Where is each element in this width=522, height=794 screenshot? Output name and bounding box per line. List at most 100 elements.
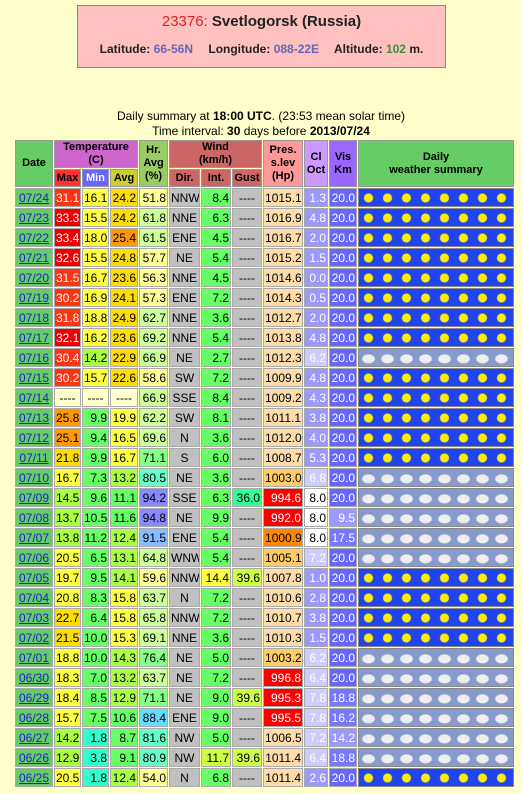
temp-min-cell: 16.2 <box>82 328 109 347</box>
table-row: 06/26 12.9 3.8 9.1 80.9 NW 11.7 39.6 1011.4 6.4 18… <box>15 748 515 767</box>
table-row: 07/24 31.1 16.1 24.2 51.8 NNW 8.4 ---- 1015.1 1.3… <box>15 188 515 207</box>
date-link[interactable]: 07/06 <box>18 550 50 565</box>
wind-dir-cell: NNE <box>169 208 201 227</box>
table-row: 07/03 22.7 6.4 15.8 65.8 NNW 7.2 ---- 1010.7 3.8 2… <box>15 608 515 627</box>
date-link[interactable]: 07/19 <box>18 290 50 305</box>
date-link[interactable]: 06/29 <box>18 690 50 705</box>
humidity-cell: 63.7 <box>139 668 169 687</box>
weather-icons <box>358 568 515 587</box>
temp-min-cell: 11.2 <box>82 528 109 547</box>
wind-int-cell: 9.0 <box>201 688 232 707</box>
temp-avg-cell: 22.9 <box>110 348 139 367</box>
pressure-cell: 1003.0 <box>263 468 304 487</box>
wind-dir-cell: N <box>169 428 201 447</box>
cloud-cell: 2.6 <box>304 768 329 787</box>
wind-gust-cell: ---- <box>232 628 263 647</box>
table-row: 07/17 32.1 16.2 23.6 69.2 NNE 5.4 ---- 1013.8 4.8… <box>15 328 515 347</box>
wind-dir-cell: ENE <box>169 228 201 247</box>
wind-dir-cell: NE <box>169 468 201 487</box>
table-row: 06/29 18.4 8.5 12.9 71.1 NE 9.0 39.6 995.3 7.8 18.… <box>15 688 515 707</box>
weather-icons <box>358 608 515 627</box>
date-link[interactable]: 06/26 <box>18 750 50 765</box>
date-link[interactable]: 07/24 <box>18 190 50 205</box>
date-link[interactable]: 07/16 <box>18 350 50 365</box>
humidity-cell: 54.0 <box>139 768 169 787</box>
date-link[interactable]: 07/14 <box>18 390 50 405</box>
cloud-cell: 4.8 <box>304 328 329 347</box>
date-link[interactable]: 06/27 <box>18 730 50 745</box>
altitude: 102 <box>385 42 406 56</box>
avg-header: Avg <box>110 169 139 187</box>
date-link[interactable]: 07/08 <box>18 510 50 525</box>
temp-min-cell: 16.7 <box>82 268 109 287</box>
date-link[interactable]: 06/30 <box>18 670 50 685</box>
date-link[interactable]: 07/03 <box>18 610 50 625</box>
temp-avg-cell: 10.6 <box>110 708 139 727</box>
weather-icons <box>358 188 515 207</box>
date-link[interactable]: 07/09 <box>18 490 50 505</box>
date-cell: 06/25 <box>15 768 53 787</box>
temp-max-cell: 20.5 <box>54 768 81 787</box>
date-cell: 07/04 <box>15 588 53 607</box>
humidity-cell: 69.2 <box>139 328 169 347</box>
cloud-cell: 7.2 <box>304 728 329 747</box>
table-row: 07/15 30.2 15.7 22.6 58.6 SW 7.2 ---- 1009.9 4.8 2… <box>15 368 515 387</box>
cloud-cell: 1.3 <box>304 188 329 207</box>
date-link[interactable]: 06/28 <box>18 710 50 725</box>
pressure-cell: 1012.3 <box>263 348 304 367</box>
visibility-cell: 20.0 <box>329 328 358 347</box>
temp-avg-cell: 24.1 <box>110 288 139 307</box>
pressure-cell: 1009.9 <box>263 368 304 387</box>
temp-max-cell: 13.8 <box>54 528 81 547</box>
temp-max-cell: 16.7 <box>54 468 81 487</box>
visibility-cell: 20.0 <box>329 468 358 487</box>
temp-min-cell: 9.9 <box>82 448 109 467</box>
date-link[interactable]: 07/01 <box>18 650 50 665</box>
visibility-cell: 20.0 <box>329 448 358 467</box>
pressure-cell: 1015.1 <box>263 188 304 207</box>
humidity-cell: 66.9 <box>139 388 169 407</box>
date-link[interactable]: 07/11 <box>19 450 49 465</box>
temp-max-cell: 18.4 <box>54 688 81 707</box>
date-link[interactable]: 07/18 <box>18 310 50 325</box>
wind-gust-cell: ---- <box>232 508 263 527</box>
date-link[interactable]: 07/17 <box>18 330 50 345</box>
table-row: 07/01 18.8 10.0 14.3 76.4 NE 5.0 ---- 1003.2 6.2 2… <box>15 648 515 667</box>
date-link[interactable]: 07/07 <box>18 530 50 545</box>
date-link[interactable]: 07/20 <box>18 270 50 285</box>
wind-dir-cell: NNE <box>169 628 201 647</box>
wind-gust-cell: ---- <box>232 268 263 287</box>
date-link[interactable]: 07/10 <box>18 470 50 485</box>
visibility-cell: 20.0 <box>329 388 358 407</box>
cloud-cell: 2.8 <box>304 588 329 607</box>
date-link[interactable]: 07/02 <box>18 630 50 645</box>
date-link[interactable]: 07/12 <box>18 430 50 445</box>
weather-icons <box>358 328 515 347</box>
weather-icons <box>358 628 515 647</box>
wind-int-cell: 5.0 <box>201 648 232 667</box>
pressure-cell: 1010.6 <box>263 588 304 607</box>
date-link[interactable]: 07/21 <box>18 250 50 265</box>
temp-min-cell: 8.5 <box>82 688 109 707</box>
temp-max-cell: 31.5 <box>54 268 81 287</box>
pressure-cell: 1011.1 <box>263 408 304 427</box>
date-link[interactable]: 07/23 <box>18 210 50 225</box>
date-link[interactable]: 07/15 <box>18 370 50 385</box>
temp-avg-cell: 15.8 <box>110 608 139 627</box>
summary-suffix: . (23:53 mean solar time) <box>271 109 406 123</box>
date-link[interactable]: 07/04 <box>18 590 50 605</box>
wind-int-cell: 3.6 <box>201 308 232 327</box>
date-cell: 07/01 <box>15 648 53 667</box>
latitude-label: Latitude: <box>99 42 151 56</box>
date-link[interactable]: 07/05 <box>18 570 50 585</box>
temp-avg-cell: 23.6 <box>110 328 139 347</box>
pressure-cell: 1009.2 <box>263 388 304 407</box>
wind-int-cell: 5.4 <box>201 548 232 567</box>
date-link[interactable]: 07/13 <box>18 410 50 425</box>
humidity-cell: 88.4 <box>139 708 169 727</box>
cloud-cell: 4.8 <box>304 208 329 227</box>
date-link[interactable]: 07/22 <box>18 230 50 245</box>
date-cell: 07/12 <box>15 428 53 447</box>
date-link[interactable]: 06/25 <box>18 770 50 785</box>
temp-avg-cell: 13.2 <box>110 668 139 687</box>
